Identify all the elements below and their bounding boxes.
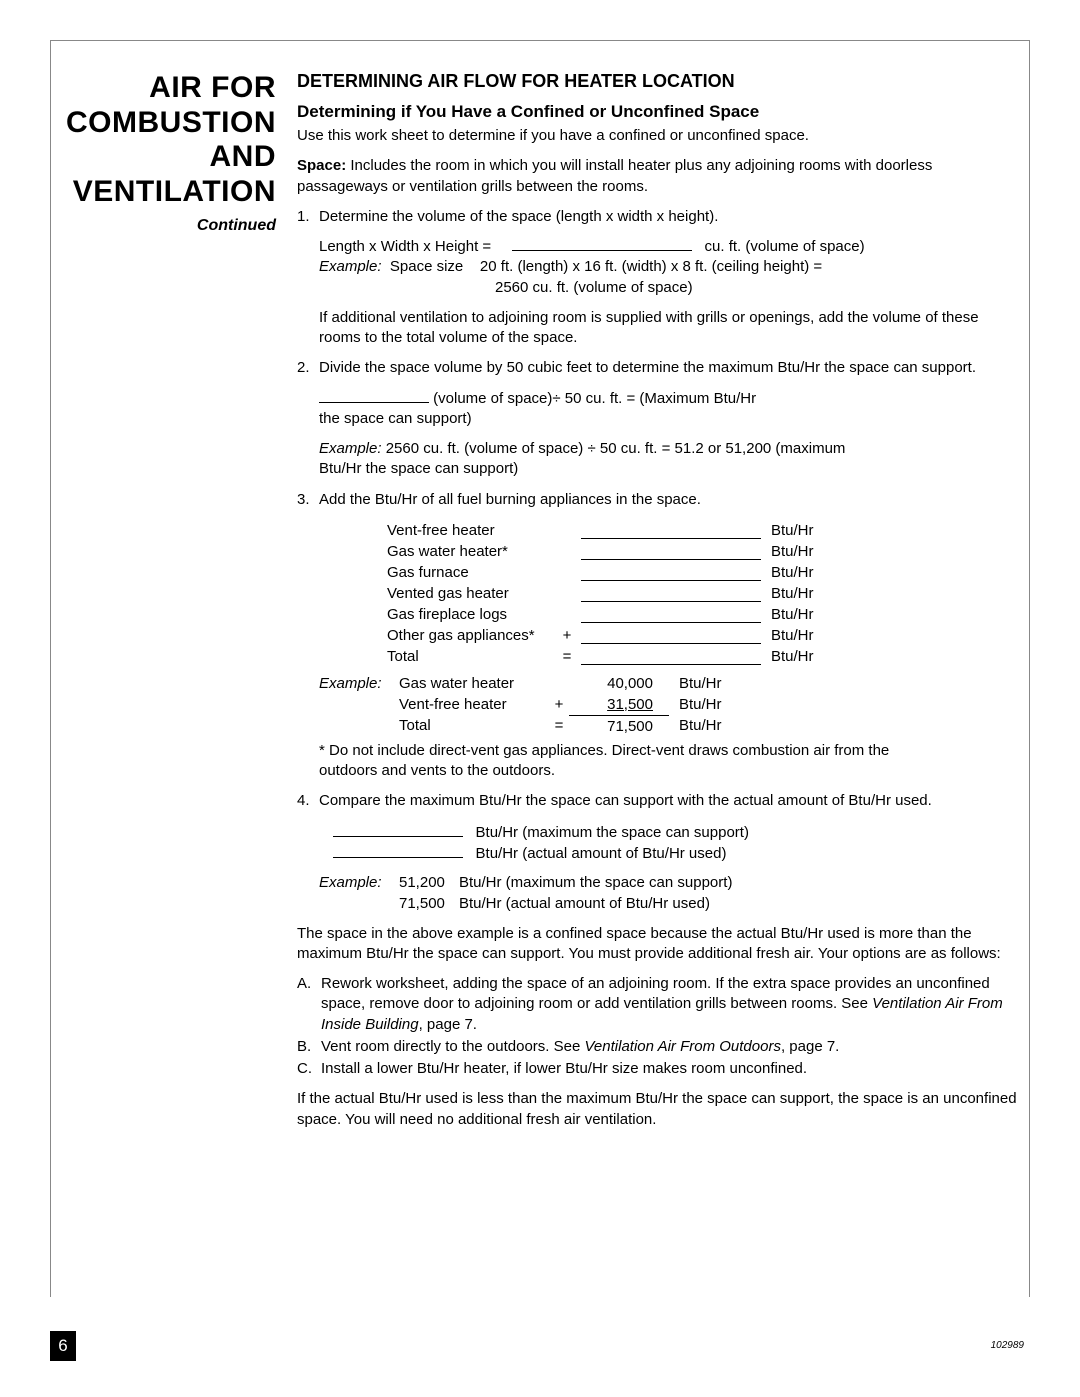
sidebar-title-line: AIR FOR — [51, 71, 276, 106]
blank-field[interactable] — [581, 520, 761, 539]
example-row: Total = 71,500 Btu/Hr — [319, 715, 1021, 737]
page-frame: AIR FOR COMBUSTION AND VENTILATION Conti… — [50, 40, 1030, 1297]
blank-field[interactable] — [581, 562, 761, 581]
step-number: 3. — [297, 490, 319, 510]
sub-heading: Determining if You Have a Confined or Un… — [297, 102, 1021, 122]
example-row: Example: Gas water heater 40,000 Btu/Hr — [319, 673, 1021, 694]
space-label: Space: — [297, 157, 346, 174]
sidebar-title-line: AND — [51, 140, 276, 175]
btu-row: Total=Btu/Hr — [297, 646, 1021, 667]
vol-eq-line2: the space can support) — [319, 409, 1021, 429]
step3-example: Example: Gas water heater 40,000 Btu/Hr … — [297, 673, 1021, 737]
page-number: 6 — [50, 1331, 76, 1361]
vol-eq-line: (volume of space)÷ 50 cu. ft. = (Maximum… — [319, 389, 1021, 409]
compare-row: Btu/Hr (maximum the space can support) — [333, 822, 1021, 843]
sidebar-title-line: COMBUSTION — [51, 106, 276, 141]
main-content: DETERMINING AIR FLOW FOR HEATER LOCATION… — [291, 71, 1029, 1297]
volume-result: 2560 cu. ft. (volume of space) — [319, 278, 1021, 298]
btu-row: Vent-free heaterBtu/Hr — [297, 520, 1021, 541]
step-number: 4. — [297, 791, 319, 811]
step-body: Add the Btu/Hr of all fuel burning appli… — [319, 490, 1021, 510]
step-number: 2. — [297, 358, 319, 378]
step-3: 3. Add the Btu/Hr of all fuel burning ap… — [297, 490, 1021, 510]
example-line: Example: Space size 20 ft. (length) x 16… — [319, 257, 1021, 277]
example-row: Vent-free heater + 31,500 Btu/Hr — [319, 694, 1021, 715]
example-label: Example: — [319, 440, 382, 457]
compare-example-row: Example: 51,200 Btu/Hr (maximum the spac… — [319, 872, 1021, 893]
step-1: 1. Determine the volume of the space (le… — [297, 207, 1021, 227]
space-definition: Space: Includes the room in which you wi… — [297, 156, 1021, 197]
step-2: 2. Divide the space volume by 50 cubic f… — [297, 358, 1021, 378]
step-body: Divide the space volume by 50 cubic feet… — [319, 358, 1021, 378]
blank-field[interactable] — [581, 625, 761, 644]
step2-worksheet: (volume of space)÷ 50 cu. ft. = (Maximum… — [319, 389, 1021, 430]
blank-field[interactable] — [581, 583, 761, 602]
btu-row: Gas furnaceBtu/Hr — [297, 562, 1021, 583]
final-paragraph: If the actual Btu/Hr used is less than t… — [297, 1089, 1021, 1130]
blank-field[interactable] — [581, 604, 761, 623]
lwh-line: Length x Width x Height = cu. ft. (volum… — [319, 237, 1021, 257]
option-a: A. Rework worksheet, adding the space of… — [297, 974, 1021, 1035]
btu-row: Gas fireplace logsBtu/Hr — [297, 604, 1021, 625]
dv-note-b: outdoors and vents to the outdoors. — [319, 761, 1021, 781]
blank-field[interactable] — [333, 836, 463, 837]
option-c: C. Install a lower Btu/Hr heater, if low… — [297, 1059, 1021, 1079]
grills-note: If additional ventilation to adjoining r… — [319, 308, 1021, 349]
btu-table: Vent-free heaterBtu/Hr Gas water heater*… — [297, 520, 1021, 667]
intro-text: Use this work sheet to determine if you … — [297, 126, 1021, 146]
option-b: B. Vent room directly to the outdoors. S… — [297, 1037, 1021, 1057]
continued-label: Continued — [51, 217, 276, 235]
step1-worksheet: Length x Width x Height = cu. ft. (volum… — [319, 237, 1021, 298]
compare-row: Btu/Hr (actual amount of Btu/Hr used) — [333, 843, 1021, 864]
confined-paragraph: The space in the above example is a conf… — [297, 924, 1021, 965]
step-number: 1. — [297, 207, 319, 227]
btu-row: Gas water heater*Btu/Hr — [297, 541, 1021, 562]
blank-field[interactable] — [333, 857, 463, 858]
blank-field[interactable] — [319, 402, 429, 403]
sidebar: AIR FOR COMBUSTION AND VENTILATION Conti… — [51, 71, 291, 1297]
step-body: Determine the volume of the space (lengt… — [319, 207, 1021, 227]
btu-row: Vented gas heaterBtu/Hr — [297, 583, 1021, 604]
step-body: Compare the maximum Btu/Hr the space can… — [319, 791, 1021, 811]
blank-field[interactable] — [581, 541, 761, 560]
dv-note-a: * Do not include direct-vent gas applian… — [319, 741, 1021, 761]
blank-field[interactable] — [581, 646, 761, 665]
sidebar-title-line: VENTILATION — [51, 175, 276, 210]
btu-row: Other gas appliances*+Btu/Hr — [297, 625, 1021, 646]
sidebar-title: AIR FOR COMBUSTION AND VENTILATION — [51, 71, 276, 209]
document-reference: 102989 — [991, 1340, 1024, 1351]
blank-field[interactable] — [512, 250, 692, 251]
space-text: Includes the room in which you will inst… — [297, 157, 932, 194]
section-heading: DETERMINING AIR FLOW FOR HEATER LOCATION — [297, 71, 1021, 92]
compare-example-row: 71,500 Btu/Hr (actual amount of Btu/Hr u… — [319, 893, 1021, 914]
step2-example: Example: 2560 cu. ft. (volume of space) … — [319, 439, 1021, 480]
step-4: 4. Compare the maximum Btu/Hr the space … — [297, 791, 1021, 811]
